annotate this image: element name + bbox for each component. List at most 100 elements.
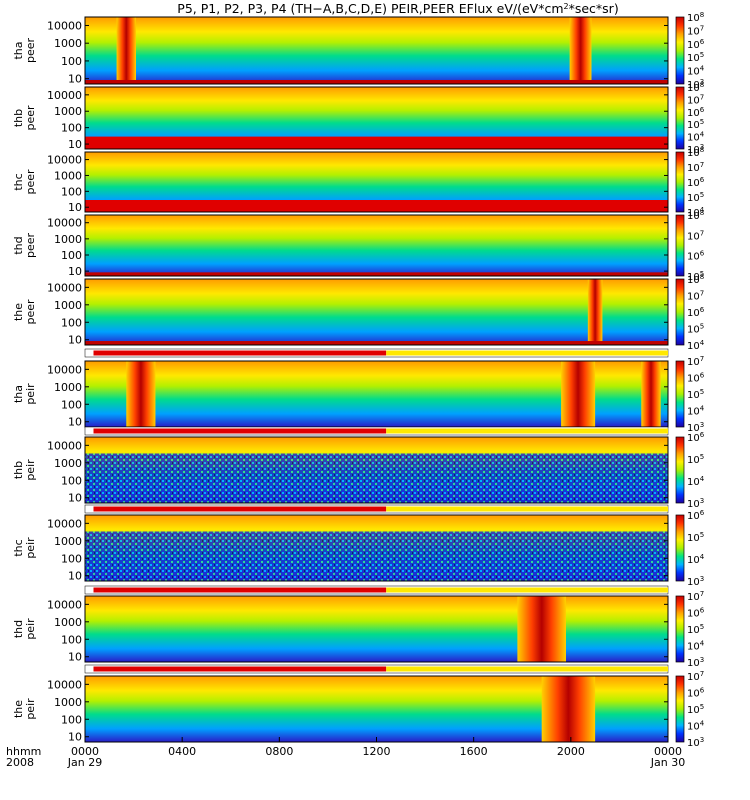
y-tick-label: 100 (61, 249, 82, 262)
colorbar (675, 214, 685, 277)
y-tick-label: 10000 (47, 217, 82, 230)
panel-label: thbpeir (12, 459, 37, 481)
y-tick-label: 100 (61, 552, 82, 565)
colorbar (675, 514, 685, 582)
quality-flag-bar (84, 504, 669, 514)
panel-label: thepeer (12, 299, 37, 325)
colorbar-tick-label: 103 (687, 421, 704, 434)
y-tick-label: 100 (61, 398, 82, 411)
spectrogram (85, 215, 668, 276)
x-axis-label-year: 2008 (6, 756, 34, 769)
x-tick-label: 0000 (654, 745, 682, 758)
colorbar-tick-label: 103 (687, 656, 704, 669)
colorbar-tick-label: 103 (687, 78, 704, 91)
colorbar-tick-label: 104 (687, 475, 705, 488)
spectrogram (85, 596, 668, 662)
y-tick-label: 10000 (47, 598, 82, 611)
colorbar-tick-label: 104 (687, 131, 705, 144)
y-tick-label: 10000 (47, 89, 82, 102)
quality-flag-bar (84, 348, 669, 358)
panel-label: thapeir (12, 383, 37, 405)
colorbar (675, 151, 685, 213)
y-tick-label: 1000 (54, 37, 82, 50)
colorbar-tick-label: 108 (687, 11, 704, 24)
colorbar-tick-label: 104 (687, 553, 705, 566)
colorbar-tick-label: 104 (687, 65, 705, 78)
colorbar-tick-label: 105 (687, 453, 704, 466)
y-tick-label: 10 (68, 651, 82, 664)
panel-label: thcpeir (12, 537, 37, 559)
y-tick-label: 1000 (54, 457, 82, 470)
colorbar-tick-label: 107 (687, 590, 704, 603)
y-tick-label: 10 (68, 570, 82, 583)
colorbar (675, 436, 685, 504)
y-tick-label: 100 (61, 55, 82, 68)
y-tick-label: 10 (68, 73, 82, 86)
y-tick-label: 10000 (47, 281, 82, 294)
colorbar (675, 675, 685, 743)
x-axis-label-hhmm: hhmm (6, 745, 41, 758)
colorbar (675, 360, 685, 428)
colorbar-tick-label: 108 (687, 273, 704, 286)
colorbar-tick-label: 107 (687, 290, 704, 303)
colorbar-tick-label: 105 (687, 270, 704, 283)
colorbar-tick-label: 107 (687, 24, 704, 37)
y-tick-label: 10000 (47, 154, 82, 167)
y-tick-label: 1000 (54, 105, 82, 118)
spectrogram (85, 279, 668, 345)
quality-flag-bar (84, 426, 669, 436)
x-date-label: Jan 30 (650, 756, 685, 769)
colorbar-tick-label: 106 (687, 38, 705, 51)
colorbar (675, 595, 685, 663)
colorbar-tick-label: 107 (687, 670, 704, 683)
chart-title: P5, P1, P2, P3, P4 (TH−A,B,C,D,E) PEIR,P… (177, 1, 618, 16)
y-tick-label: 1000 (54, 299, 82, 312)
x-date-label: Jan 29 (67, 756, 102, 769)
y-tick-label: 10 (68, 731, 82, 744)
panel-label: thepeir (12, 698, 37, 720)
y-tick-label: 10 (68, 265, 82, 278)
panel-the-peir: 10 100 1000 10000 thepeir 103 104 105 106 107 (12, 670, 705, 749)
y-tick-label: 100 (61, 316, 82, 329)
y-tick-label: 10 (68, 201, 82, 214)
y-tick-label: 10000 (47, 363, 82, 376)
colorbar-tick-label: 104 (687, 405, 705, 418)
y-tick-label: 10 (68, 416, 82, 429)
colorbar-tick-label: 105 (687, 623, 704, 636)
y-tick-label: 10 (68, 334, 82, 347)
colorbar-tick-label: 106 (687, 372, 705, 385)
y-tick-label: 100 (61, 474, 82, 487)
panel-stack: 10100100010000thapeer1031041051061071081… (12, 11, 705, 749)
y-tick-label: 1000 (54, 696, 82, 709)
panel-thc-peer: 10 100 1000 10000 thcpeer 104 105 106 107 108 (12, 146, 705, 219)
colorbar-tick-label: 103 (687, 497, 704, 510)
colorbar-tick-label: 105 (687, 531, 704, 544)
colorbar-tick-label: 106 (687, 607, 705, 620)
colorbar-tick-label: 103 (687, 143, 704, 156)
panel-label: thbpeer (12, 105, 37, 131)
colorbar-tick-label: 107 (687, 355, 704, 368)
x-tick-label: 0000 (71, 745, 99, 758)
colorbar-tick-label: 106 (687, 250, 705, 263)
panel-thd-peer: 10 100 1000 10000 thdpeer 105 106 107 108 (12, 209, 705, 283)
colorbar-tick-label: 106 (687, 509, 705, 522)
y-tick-label: 1000 (54, 233, 82, 246)
colorbar-tick-label: 105 (687, 388, 704, 401)
colorbar-tick-label: 104 (687, 206, 705, 219)
colorbar-tick-label: 103 (687, 736, 704, 749)
y-tick-label: 10000 (47, 517, 82, 530)
colorbar-tick-label: 106 (687, 306, 705, 319)
y-tick-label: 10 (68, 138, 82, 151)
colorbar-tick-label: 104 (687, 339, 705, 352)
y-tick-label: 10000 (47, 678, 82, 691)
y-tick-label: 10000 (47, 439, 82, 452)
quality-flag-bar (84, 585, 669, 595)
y-tick-label: 10 (68, 492, 82, 505)
colorbar-tick-label: 106 (687, 431, 705, 444)
y-tick-label: 1000 (54, 616, 82, 629)
y-tick-label: 100 (61, 713, 82, 726)
colorbar (675, 278, 685, 346)
